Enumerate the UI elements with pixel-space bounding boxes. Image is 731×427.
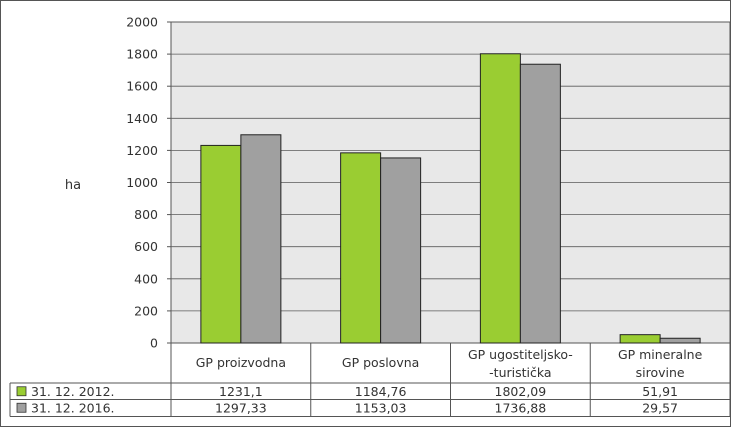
- y-tick-label: 400: [134, 271, 158, 286]
- category-label: GP mineralne: [618, 347, 703, 362]
- bar: [380, 157, 422, 344]
- bar: [619, 334, 661, 344]
- y-tick-label: 0: [150, 336, 158, 351]
- y-tick-label: 1600: [126, 79, 158, 94]
- y-tick-label: 1400: [126, 111, 158, 126]
- legend-swatch: [16, 386, 27, 397]
- category-label: GP ugostiteljsko-: [468, 347, 573, 362]
- data-label: 1802,09: [495, 384, 547, 399]
- data-table: GP proizvodna GP poslovna GP ugostiteljsko…: [9, 343, 731, 417]
- data-label: 1736,88: [495, 400, 547, 415]
- data-label: 1153,03: [355, 400, 407, 415]
- y-tick-label: 1800: [126, 47, 158, 62]
- y-axis-ticks: 0 200 400 600 800 1000 1200 1400 1600 1800 2000: [126, 15, 171, 351]
- category-label: GP poslovna: [342, 355, 419, 370]
- bar: [240, 134, 282, 344]
- bars: [200, 53, 701, 344]
- bar: [479, 53, 521, 344]
- data-label: 29,57: [642, 400, 678, 415]
- category-label: sirovine: [636, 365, 685, 380]
- data-label: 1297,33: [215, 400, 267, 415]
- data-label: 51,91: [642, 384, 678, 399]
- legend-swatch: [16, 402, 27, 413]
- category-label: -turistička: [489, 365, 551, 380]
- y-tick-label: 1000: [126, 175, 158, 190]
- data-label: 1231,1: [219, 384, 263, 399]
- y-tick-label: 800: [134, 207, 158, 222]
- category-label: GP proizvodna: [196, 355, 286, 370]
- y-tick-label: 2000: [126, 15, 158, 30]
- data-label: 1184,76: [355, 384, 407, 399]
- bar: [519, 63, 561, 344]
- bar: [659, 337, 701, 344]
- y-axis-label: ha: [65, 178, 81, 193]
- y-tick-label: 1200: [126, 143, 158, 158]
- y-tick-label: 600: [134, 239, 158, 254]
- legend-label: 31. 12. 2012.: [31, 384, 115, 399]
- y-tick-label: 200: [134, 303, 158, 318]
- bar: [340, 152, 382, 344]
- legend-label: 31. 12. 2016.: [31, 400, 115, 415]
- bar: [200, 144, 242, 344]
